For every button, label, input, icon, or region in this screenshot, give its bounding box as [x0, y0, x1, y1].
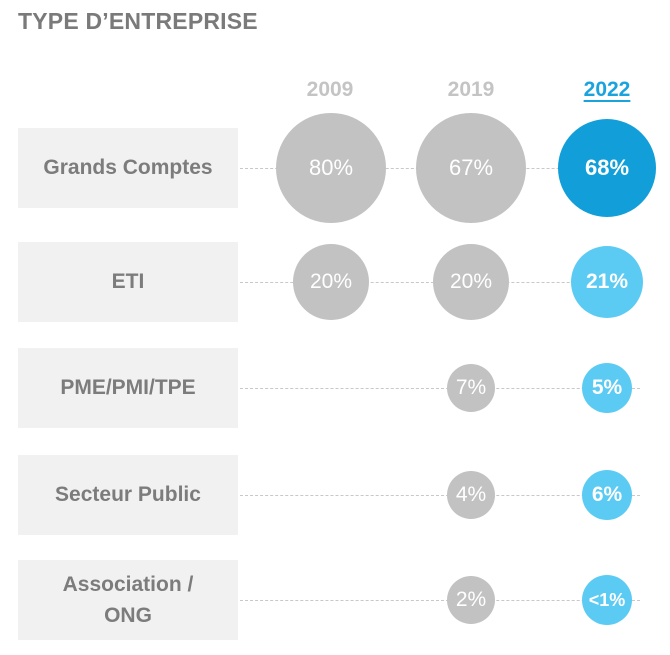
bubble-secteur-public-2019: 4%	[447, 471, 495, 519]
category-label-pme: PME/PMI/TPE	[18, 348, 238, 428]
guide-line	[240, 495, 640, 496]
bubble-pme-2019: 7%	[447, 364, 495, 412]
category-label-secteur-public: Secteur Public	[18, 455, 238, 535]
category-label-eti: ETI	[18, 242, 238, 322]
bubble-grands-comptes-2019: 67%	[416, 113, 526, 223]
bubble-grands-comptes-2009: 80%	[276, 113, 386, 223]
guide-line	[240, 388, 640, 389]
bubble-association-2022: <1%	[582, 575, 632, 625]
category-label-association: Association / ONG	[18, 560, 238, 640]
year-label-2022: 2022	[583, 78, 631, 101]
bubble-eti-2022: 21%	[571, 246, 643, 318]
bubble-secteur-public-2022: 6%	[582, 470, 632, 520]
chart-title: TYPE D’ENTREPRISE	[18, 8, 258, 34]
year-label-2019: 2019	[447, 78, 495, 101]
bubble-eti-2019: 20%	[433, 244, 509, 320]
guide-line	[240, 600, 640, 601]
bubble-association-2019: 2%	[447, 576, 495, 624]
bubble-eti-2009: 20%	[293, 244, 369, 320]
year-label-2009: 2009	[306, 78, 354, 101]
bubble-pme-2022: 5%	[582, 363, 632, 413]
category-label-grands-comptes: Grands Comptes	[18, 128, 238, 208]
bubble-grands-comptes-2022: 68%	[558, 119, 656, 217]
